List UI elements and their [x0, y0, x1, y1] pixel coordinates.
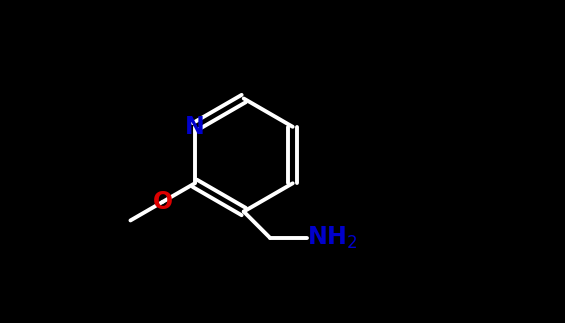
Text: O: O	[153, 190, 173, 214]
Text: N: N	[185, 115, 205, 139]
Text: NH$_2$: NH$_2$	[307, 225, 357, 251]
